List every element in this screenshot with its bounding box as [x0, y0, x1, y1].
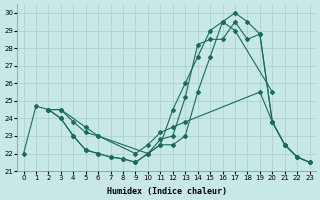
X-axis label: Humidex (Indice chaleur): Humidex (Indice chaleur) — [107, 187, 227, 196]
